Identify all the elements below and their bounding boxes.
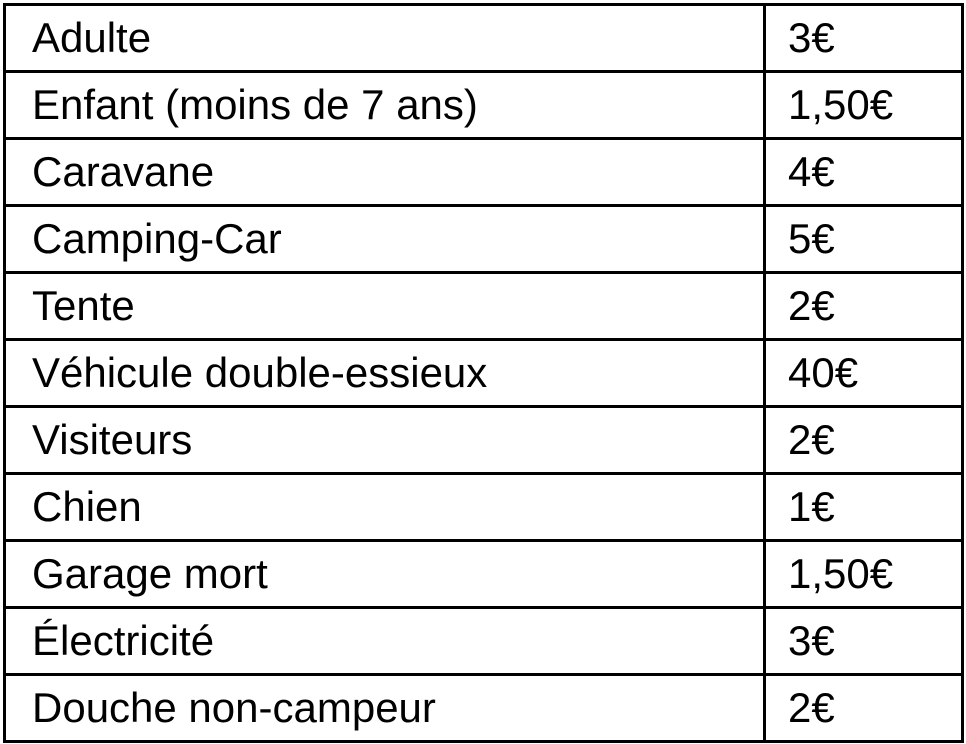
table-row: Adulte 3€: [3, 3, 964, 73]
item-price-cell: 2€: [763, 673, 964, 743]
item-label-cell: Camping-Car: [3, 204, 766, 274]
table-row: Visiteurs 2€: [3, 405, 964, 475]
table-row: Enfant (moins de 7 ans) 1,50€: [3, 70, 964, 140]
item-price-cell: 3€: [763, 606, 964, 676]
price-table-body: Adulte 3€ Enfant (moins de 7 ans) 1,50€ Cara…: [3, 3, 964, 743]
item-price-cell: 5€: [763, 204, 964, 274]
item-price-cell: 2€: [763, 271, 964, 341]
item-price-cell: 1€: [763, 472, 964, 542]
table-row: Garage mort 1,50€: [3, 539, 964, 609]
table-row: Tente 2€: [3, 271, 964, 341]
item-label-cell: Garage mort: [3, 539, 766, 609]
item-label-cell: Chien: [3, 472, 766, 542]
item-label-cell: Adulte: [3, 3, 766, 73]
item-label-cell: Douche non-campeur: [3, 673, 766, 743]
item-price-cell: 2€: [763, 405, 964, 475]
table-row: Caravane 4€: [3, 137, 964, 207]
table-row: Véhicule double-essieux 40€: [3, 338, 964, 408]
table-row: Chien 1€: [3, 472, 964, 542]
table-row: Douche non-campeur 2€: [3, 673, 964, 743]
item-label-cell: Caravane: [3, 137, 766, 207]
item-price-cell: 40€: [763, 338, 964, 408]
item-label-cell: Électricité: [3, 606, 766, 676]
table-row: Électricité 3€: [3, 606, 964, 676]
price-table: Adulte 3€ Enfant (moins de 7 ans) 1,50€ Cara…: [3, 3, 964, 743]
item-price-cell: 3€: [763, 3, 964, 73]
item-price-cell: 1,50€: [763, 70, 964, 140]
item-label-cell: Enfant (moins de 7 ans): [3, 70, 766, 140]
item-price-cell: 1,50€: [763, 539, 964, 609]
item-price-cell: 4€: [763, 137, 964, 207]
item-label-cell: Tente: [3, 271, 766, 341]
item-label-cell: Visiteurs: [3, 405, 766, 475]
item-label-cell: Véhicule double-essieux: [3, 338, 766, 408]
table-row: Camping-Car 5€: [3, 204, 964, 274]
